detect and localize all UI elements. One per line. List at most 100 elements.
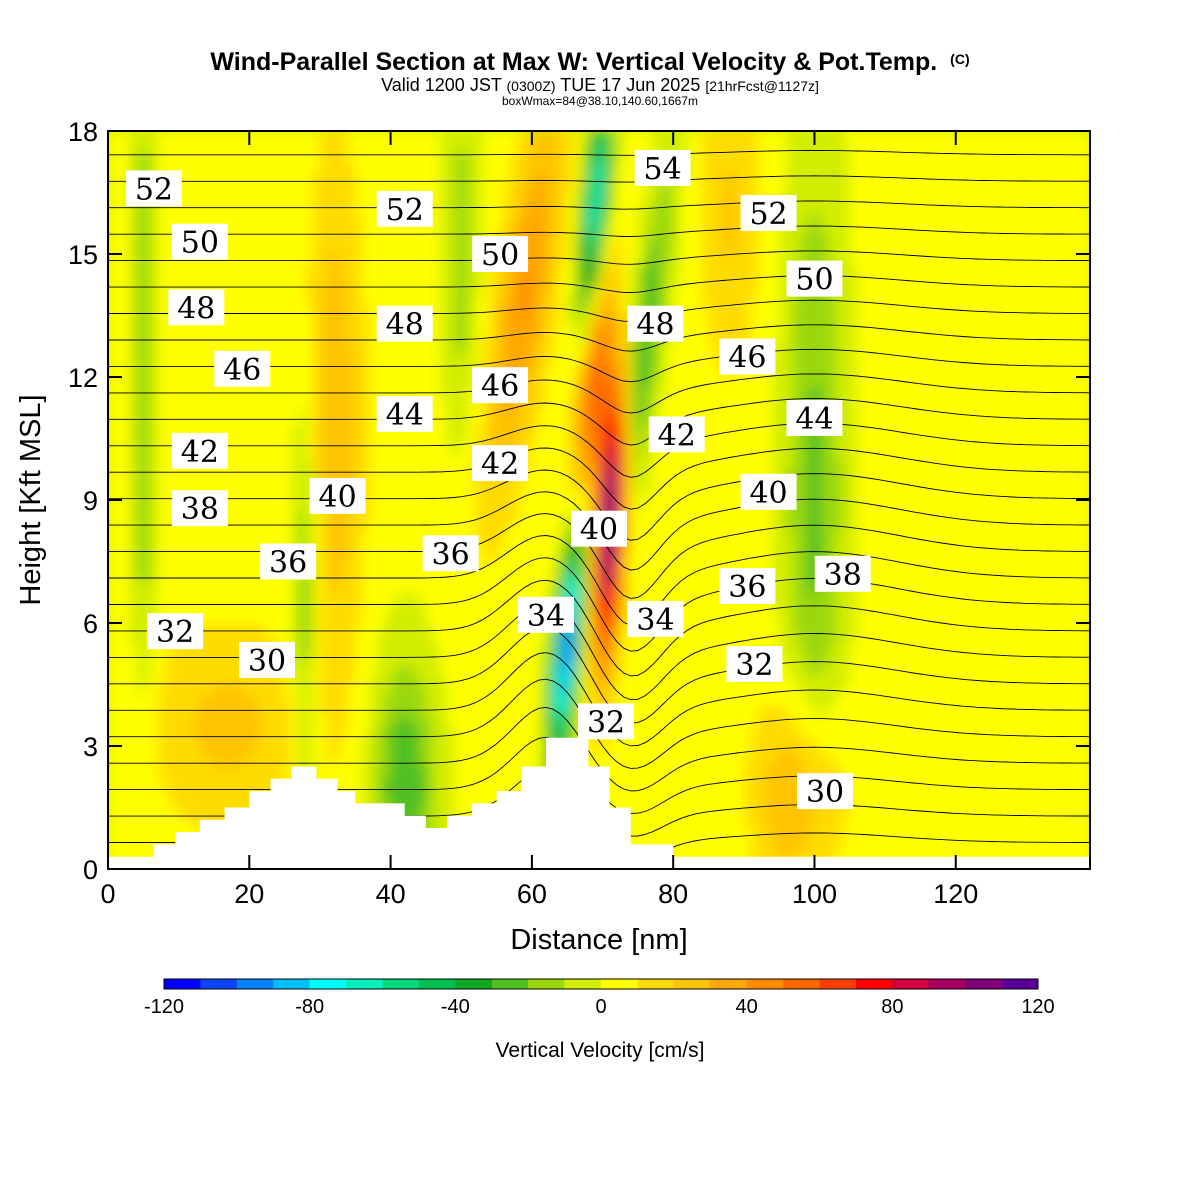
velocity-cell (425, 746, 434, 757)
velocity-cell (411, 243, 420, 255)
velocity-cell (376, 602, 385, 614)
velocity-cell (192, 192, 201, 204)
velocity-cell (122, 202, 130, 214)
velocity-cell (263, 479, 272, 491)
velocity-cell (249, 295, 257, 306)
velocity-cell (284, 284, 293, 296)
velocity-cell (291, 520, 300, 532)
velocity-cell (425, 817, 434, 829)
velocity-cell (538, 438, 547, 450)
velocity-cell (270, 407, 279, 419)
velocity-cell (277, 325, 286, 337)
velocity-cell (108, 643, 116, 655)
velocity-cell (538, 705, 547, 716)
velocity-cell (510, 489, 519, 501)
velocity-cell (546, 469, 554, 481)
velocity-cell (242, 500, 250, 511)
velocity-cell (411, 479, 420, 491)
velocity-cell (115, 807, 123, 819)
velocity-cell (475, 192, 484, 204)
velocity-cell (538, 489, 547, 501)
velocity-cell (482, 582, 491, 593)
velocity-cell (263, 623, 272, 634)
velocity-cell (291, 233, 300, 245)
velocity-cell (143, 797, 151, 809)
velocity-cell (277, 448, 286, 460)
velocity-cell (171, 561, 180, 573)
velocity-cell (376, 715, 385, 727)
velocity-cell (411, 633, 420, 645)
velocity-cell (136, 530, 144, 542)
velocity-cell (136, 817, 144, 829)
velocity-cell (538, 418, 547, 429)
velocity-cell (581, 387, 589, 399)
velocity-cell (129, 746, 137, 757)
velocity-cell (334, 305, 342, 317)
velocity-cell (411, 346, 420, 358)
velocity-cell (122, 407, 130, 419)
velocity-cell (496, 633, 505, 645)
velocity-cell (447, 735, 455, 747)
velocity-cell (432, 633, 441, 645)
velocity-cell (334, 602, 342, 614)
velocity-cell (108, 346, 116, 358)
velocity-cell (206, 807, 215, 819)
velocity-cell (397, 797, 406, 809)
velocity-cell (574, 192, 582, 204)
velocity-cell (489, 787, 498, 798)
velocity-cell (228, 694, 236, 706)
velocity-cell (574, 694, 582, 706)
velocity-cell (150, 377, 159, 388)
velocity-cell (581, 151, 589, 163)
velocity-cell (411, 674, 420, 686)
velocity-cell (517, 356, 526, 368)
velocity-cell (143, 561, 151, 573)
velocity-cell (468, 182, 476, 194)
velocity-cell (157, 336, 166, 347)
velocity-cell (383, 510, 392, 522)
velocity-cell (249, 489, 257, 501)
velocity-cell (369, 469, 378, 481)
velocity-cell (143, 571, 151, 583)
velocity-cell (454, 746, 462, 757)
velocity-cell (228, 172, 236, 183)
velocity-cell (192, 407, 201, 419)
velocity-cell (538, 254, 547, 265)
velocity-cell (157, 469, 166, 481)
velocity-cell (447, 766, 455, 778)
velocity-cell (270, 500, 279, 511)
velocity-cell (192, 274, 201, 286)
velocity-cell (510, 602, 519, 614)
velocity-cell (567, 397, 575, 409)
velocity-cell (369, 192, 378, 204)
velocity-cell (291, 674, 300, 686)
velocity-cell (581, 233, 589, 245)
velocity-cell (341, 756, 349, 768)
velocity-cell (263, 602, 272, 614)
velocity-cell (468, 664, 476, 675)
velocity-cell (475, 623, 484, 634)
velocity-cell (510, 592, 519, 604)
velocity-cell (185, 325, 194, 337)
velocity-cell (150, 746, 159, 757)
velocity-cell (298, 254, 307, 265)
velocity-cell (567, 305, 575, 317)
velocity-cell (461, 787, 469, 798)
velocity-cell (319, 315, 328, 327)
velocity-cell (334, 633, 342, 645)
velocity-cell (588, 233, 597, 245)
velocity-cell (199, 172, 208, 183)
velocity-cell (305, 459, 314, 470)
velocity-cell (397, 541, 406, 552)
velocity-cell (510, 418, 519, 429)
velocity-cell (461, 705, 469, 716)
velocity-cell (440, 612, 448, 624)
velocity-cell (447, 284, 455, 296)
velocity-cell (327, 161, 335, 173)
velocity-cell (461, 602, 469, 614)
velocity-cell (425, 633, 434, 645)
velocity-cell (327, 346, 335, 358)
velocity-cell (454, 735, 462, 747)
velocity-cell (517, 418, 526, 429)
velocity-cell (404, 766, 413, 778)
